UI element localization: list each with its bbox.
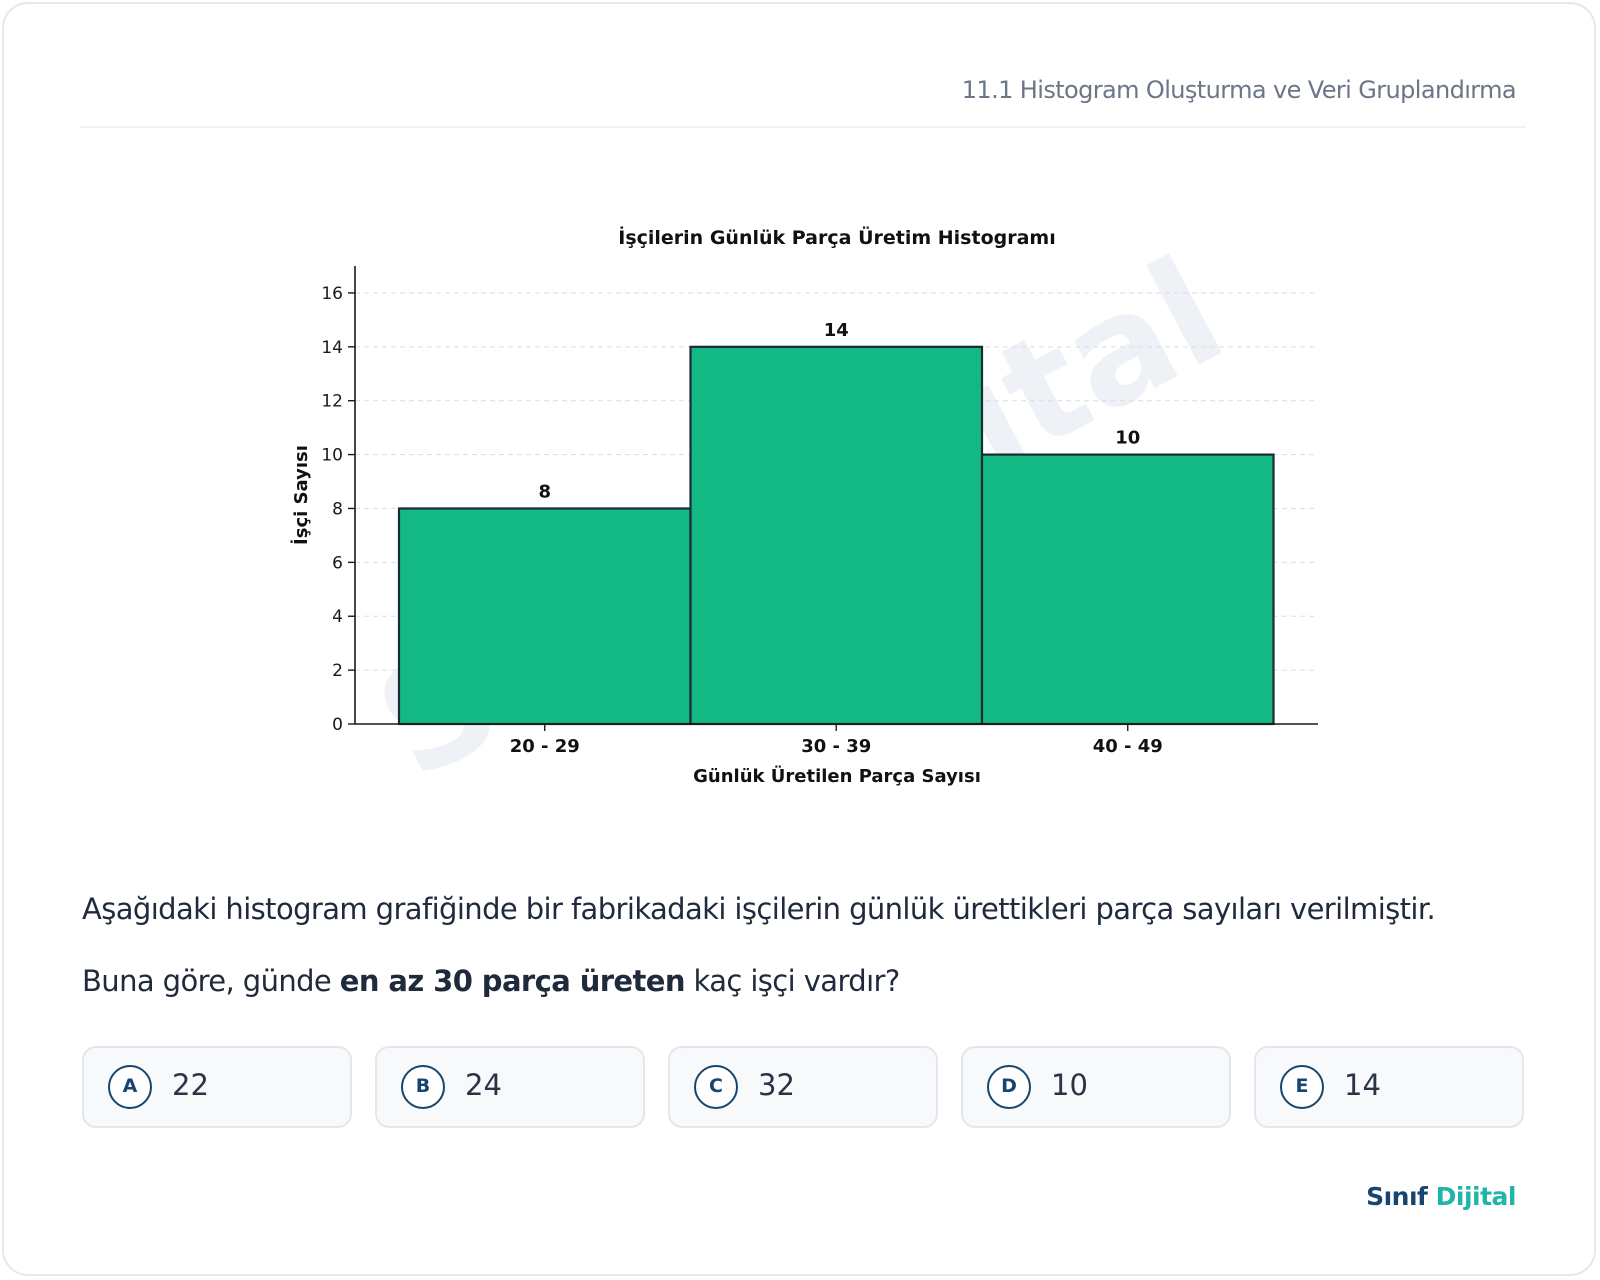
y-tick-label: 10 <box>321 446 343 466</box>
y-axis-title: İşçi Sayısı <box>290 445 312 545</box>
question-text: Aşağıdaki histogram grafiğinde bir fabri… <box>82 892 1436 926</box>
y-tick-label: 12 <box>321 392 343 412</box>
x-axis-title: Günlük Üretilen Parça Sayısı <box>693 765 981 787</box>
bar-value-label: 8 <box>538 481 551 502</box>
brand-logo: Sınıf Dijital <box>1366 1182 1516 1211</box>
y-tick-label: 16 <box>321 284 343 304</box>
bar-30-39 <box>689 345 984 726</box>
header-divider <box>80 126 1526 128</box>
question-ask-before: Buna göre, günde <box>82 964 340 998</box>
option-value-e: 14 <box>1344 1068 1381 1102</box>
y-tick-label: 2 <box>332 661 343 681</box>
option-c[interactable]: C 32 <box>668 1046 938 1128</box>
option-b[interactable]: B 24 <box>375 1046 645 1128</box>
option-value-b: 24 <box>465 1068 502 1102</box>
option-d[interactable]: D 10 <box>961 1046 1231 1128</box>
y-tick-label: 6 <box>332 553 343 573</box>
bar-20-29 <box>397 507 692 726</box>
option-e[interactable]: E 14 <box>1254 1046 1524 1128</box>
bar-value-label: 14 <box>824 320 849 341</box>
chart-title: İşçilerin Günlük Parça Üretim Histogramı <box>618 225 1055 249</box>
option-value-c: 32 <box>758 1068 795 1102</box>
option-value-a: 22 <box>172 1068 209 1102</box>
x-tick-label: 40 - 49 <box>1093 736 1163 757</box>
bar-value-label: 10 <box>1115 428 1140 449</box>
topic-title: 11.1 Histogram Oluşturma ve Veri Gruplan… <box>961 76 1517 104</box>
question-ask: Buna göre, günde en az 30 parça üreten k… <box>82 964 1532 998</box>
y-tick-label: 0 <box>332 715 343 735</box>
y-tick-label: 4 <box>332 607 343 627</box>
y-tick-label: 8 <box>332 499 343 519</box>
ticks: 0 2 4 6 8 10 12 14 16 20 - 29 30 - 39 40 - 49 <box>321 284 1162 757</box>
bar-40-49 <box>980 453 1275 726</box>
bars: 8 14 10 <box>397 320 1275 726</box>
brand-part2: Dijital <box>1435 1182 1517 1211</box>
x-tick-label: 30 - 39 <box>801 736 871 757</box>
question-ask-after: kaç işçi vardır? <box>684 964 901 998</box>
question-ask-bold: en az 30 parça üreten <box>339 964 686 998</box>
answer-options: A 22 B 24 C 32 D 10 E 14 <box>82 1046 1528 1130</box>
option-letter-e: E <box>1280 1065 1324 1109</box>
option-letter-d: D <box>987 1065 1031 1109</box>
brand-part1: Sınıf <box>1366 1182 1428 1211</box>
option-letter-b: B <box>401 1065 445 1109</box>
x-tick-label: 20 - 29 <box>510 736 580 757</box>
option-letter-a: A <box>108 1065 152 1109</box>
option-value-d: 10 <box>1051 1068 1088 1102</box>
option-a[interactable]: A 22 <box>82 1046 352 1128</box>
option-letter-c: C <box>694 1065 738 1109</box>
y-tick-label: 14 <box>321 338 343 358</box>
